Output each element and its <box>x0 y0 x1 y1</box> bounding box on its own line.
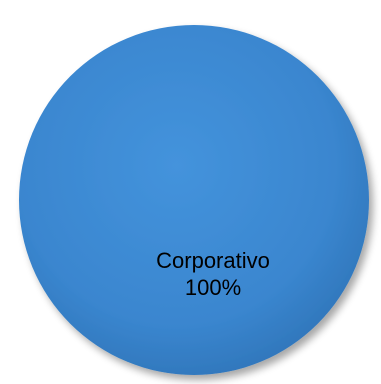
pie-slice-corporativo <box>19 25 369 375</box>
slice-category-label: Corporativo <box>156 248 270 273</box>
slice-percent-label: 100% <box>185 275 241 300</box>
pie-slices <box>19 25 369 375</box>
